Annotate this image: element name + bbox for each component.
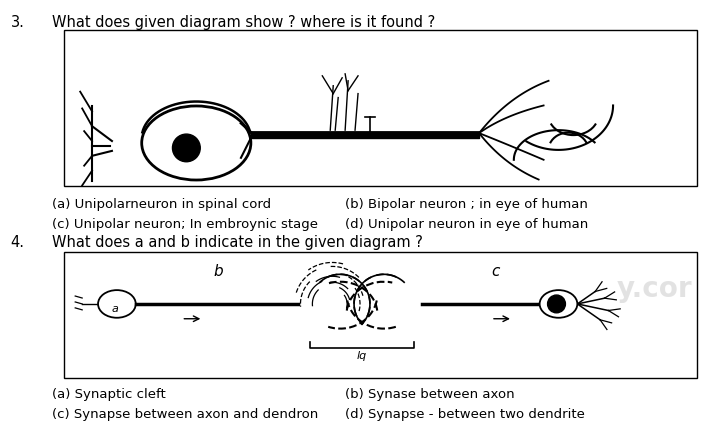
Text: 4.: 4. bbox=[11, 235, 25, 250]
Circle shape bbox=[547, 295, 566, 313]
Text: b: b bbox=[213, 265, 223, 280]
Bar bbox=[65, 252, 697, 378]
Text: a: a bbox=[112, 304, 118, 314]
Text: (b) Synase between axon: (b) Synase between axon bbox=[345, 388, 515, 401]
Bar bbox=[65, 30, 697, 187]
Text: lq: lq bbox=[357, 351, 367, 361]
Text: c: c bbox=[492, 265, 500, 280]
Text: (d) Unipolar neuron in eye of human: (d) Unipolar neuron in eye of human bbox=[345, 218, 589, 231]
Text: (a) Unipolarneuron in spinal cord: (a) Unipolarneuron in spinal cord bbox=[52, 198, 272, 211]
Text: 3.: 3. bbox=[11, 15, 25, 30]
Circle shape bbox=[173, 134, 200, 162]
Text: y.cor: y.cor bbox=[617, 275, 692, 303]
Text: (b) Bipolar neuron ; in eye of human: (b) Bipolar neuron ; in eye of human bbox=[345, 198, 588, 211]
Text: What does given diagram show ? where is it found ?: What does given diagram show ? where is … bbox=[52, 15, 436, 30]
Text: (c) Unipolar neuron; In embroynic stage: (c) Unipolar neuron; In embroynic stage bbox=[52, 218, 318, 231]
Ellipse shape bbox=[98, 290, 136, 318]
Text: (a) Synaptic cleft: (a) Synaptic cleft bbox=[52, 388, 166, 401]
Text: What does a and b indicate in the given diagram ?: What does a and b indicate in the given … bbox=[52, 235, 423, 250]
Ellipse shape bbox=[539, 290, 577, 318]
Text: (c) Synapse between axon and dendron: (c) Synapse between axon and dendron bbox=[52, 407, 319, 421]
Ellipse shape bbox=[141, 106, 251, 180]
Text: (d) Synapse - between two dendrite: (d) Synapse - between two dendrite bbox=[345, 407, 585, 421]
